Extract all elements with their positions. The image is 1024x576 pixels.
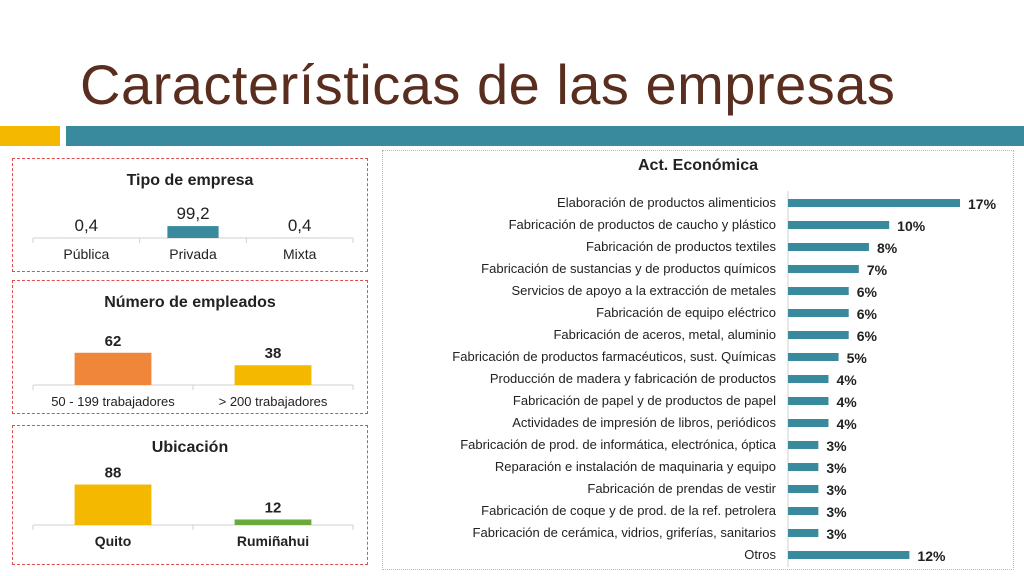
category-label: Rumiñahui xyxy=(237,533,309,549)
accent-band-orange xyxy=(0,126,60,146)
bar xyxy=(788,375,829,383)
data-label: 3% xyxy=(826,438,847,454)
chart-title-tipo-empresa: Tipo de empresa xyxy=(126,172,254,189)
data-label: 17% xyxy=(968,196,997,212)
category-label: 50 - 199 trabajadores xyxy=(51,394,175,409)
data-label: 8% xyxy=(877,240,898,256)
category-label: Fabricación de papel y de productos de p… xyxy=(513,393,776,408)
data-label: 6% xyxy=(857,328,878,344)
data-label: 3% xyxy=(826,504,847,520)
data-label: 7% xyxy=(867,262,888,278)
bar xyxy=(788,265,859,273)
panel-numero-empleados: Número de empleados 62 50 - 199 trabajado… xyxy=(12,280,368,414)
chart-numero-empleados: 62 50 - 199 trabajadores 38 > 200 trabajado… xyxy=(32,333,354,409)
category-label: Otros xyxy=(744,547,776,562)
data-label: 0,4 xyxy=(75,216,99,235)
bar xyxy=(788,441,819,449)
bar xyxy=(788,529,819,537)
bar xyxy=(788,463,819,471)
bar xyxy=(788,419,829,427)
bar xyxy=(74,352,152,385)
data-label: 3% xyxy=(826,482,847,498)
category-label: Fabricación de cerámica, vidrios, grifer… xyxy=(473,525,777,540)
category-label: Fabricación de prendas de vestir xyxy=(587,481,776,496)
category-label: Fabricación de aceros, metal, aluminio xyxy=(553,327,776,342)
category-label: Mixta xyxy=(283,246,317,262)
data-label: 62 xyxy=(105,333,122,350)
bar xyxy=(788,551,910,559)
category-label: Fabricación de productos textiles xyxy=(586,239,777,254)
category-label: Fabricación de equipo eléctrico xyxy=(596,305,776,320)
category-label: Fabricación de sustancias y de productos… xyxy=(481,261,776,276)
bar xyxy=(788,287,849,295)
category-label: Fabricación de productos de caucho y plá… xyxy=(509,217,776,232)
data-label: 88 xyxy=(105,465,122,482)
category-label: Servicios de apoyo a la extracción de me… xyxy=(512,283,777,298)
category-label: Reparación e instalación de maquinaria y… xyxy=(495,459,776,474)
accent-band-teal xyxy=(66,126,1024,146)
data-label: 0,4 xyxy=(288,216,312,235)
chart-title-ubicacion: Ubicación xyxy=(151,439,229,456)
bar xyxy=(788,485,819,493)
bar xyxy=(788,353,839,361)
data-label: 6% xyxy=(857,306,878,322)
chart-title-numero-empleados: Número de empleados xyxy=(104,294,276,311)
chart-tipo-empresa: 0,4 Pública 99,2 Privada 0,4 Mixta xyxy=(32,204,354,262)
bar xyxy=(74,484,152,525)
bar xyxy=(788,507,819,515)
data-label: 12 xyxy=(265,499,282,516)
data-label: 99,2 xyxy=(176,204,209,223)
data-label: 12% xyxy=(917,548,946,564)
category-label: Producción de madera y fabricación de pr… xyxy=(490,371,777,386)
bar xyxy=(788,309,849,317)
category-label: Quito xyxy=(95,533,132,549)
data-label: 6% xyxy=(857,284,878,300)
category-label: Pública xyxy=(63,246,109,262)
bar xyxy=(234,519,312,525)
bar xyxy=(234,365,312,385)
category-label: Actividades de impresión de libros, peri… xyxy=(512,415,776,430)
panel-tipo-empresa: Tipo de empresa 0,4 Pública 99,2 Privada 0,4… xyxy=(12,158,368,272)
category-label: > 200 trabajadores xyxy=(219,394,328,409)
data-label: 5% xyxy=(847,350,868,366)
chart-actividad-economica: Elaboración de productos alimenticios 17%… xyxy=(452,191,997,567)
chart-ubicacion: 88 Quito 12 Rumiñahui xyxy=(32,465,354,549)
category-label: Fabricación de productos farmacéuticos, … xyxy=(452,349,776,364)
category-label: Fabricación de prod. de informática, ele… xyxy=(460,437,777,452)
data-label: 4% xyxy=(836,372,857,388)
bar xyxy=(788,331,849,339)
panel-actividad-economica: Act. Económica Elaboración de productos … xyxy=(382,150,1014,570)
slide-title: Características de las empresas xyxy=(80,53,896,116)
category-label: Fabricación de coque y de prod. de la re… xyxy=(481,503,777,518)
data-label: 4% xyxy=(836,416,857,432)
data-label: 10% xyxy=(897,218,926,234)
bar xyxy=(167,226,219,238)
bar xyxy=(788,243,869,251)
chart-title-actividad-economica: Act. Económica xyxy=(637,157,759,174)
panel-ubicacion: Ubicación 88 Quito 12 Rumiñahui xyxy=(12,425,368,565)
category-label: Elaboración de productos alimenticios xyxy=(557,195,776,210)
category-label: Privada xyxy=(169,246,217,262)
bar xyxy=(788,199,960,207)
bar xyxy=(788,221,890,229)
data-label: 3% xyxy=(826,526,847,542)
data-label: 38 xyxy=(265,345,282,362)
data-label: 4% xyxy=(836,394,857,410)
data-label: 3% xyxy=(826,460,847,476)
bar xyxy=(788,397,829,405)
